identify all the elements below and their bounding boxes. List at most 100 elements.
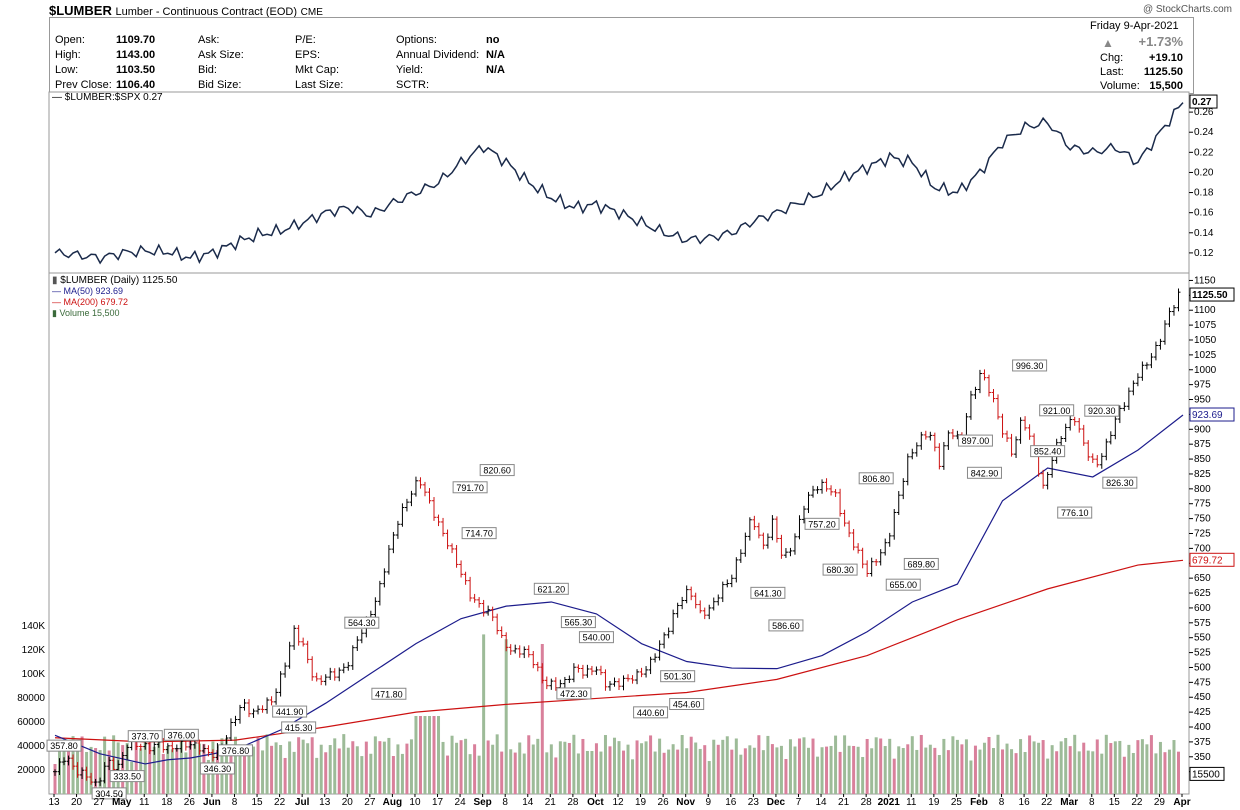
x-tick-label: 21 — [838, 797, 850, 808]
instrument-name: Lumber - Continuous Contract (EOD) — [115, 6, 298, 18]
volume-bar — [937, 755, 941, 794]
volume-bar — [1073, 734, 1077, 794]
volume-bar — [346, 747, 350, 794]
volume-bar — [1059, 741, 1063, 794]
ma50-legend: — MA(50) 923.69 — [52, 286, 124, 296]
up-arrow-icon: ▲ — [1102, 36, 1114, 50]
volume-bar — [513, 752, 517, 794]
volume-bar — [536, 738, 540, 794]
volume-bar — [797, 738, 801, 794]
x-tick-label: 22 — [1041, 797, 1053, 808]
volume-bar — [274, 742, 278, 794]
annotation-label: 996.30 — [1016, 361, 1044, 371]
volume-bar — [933, 747, 937, 794]
annotation-box — [109, 770, 145, 783]
volume-bar — [188, 734, 192, 794]
volume-bar — [1046, 758, 1050, 794]
volume-bar — [437, 716, 441, 794]
volume-bar — [888, 738, 892, 794]
volume-bar — [432, 716, 436, 794]
ma200-legend-text: MA(200) 679.72 — [63, 297, 129, 307]
volume-bar — [306, 743, 310, 794]
annotation-label: 471.80 — [375, 689, 403, 699]
annotation-label: 680.30 — [826, 565, 854, 575]
ma200-last-label: 679.72 — [1192, 555, 1223, 566]
price-tick-label: 425 — [1194, 707, 1211, 718]
quote-label: SCTR: — [396, 79, 429, 91]
annotation-box — [750, 586, 786, 599]
volume-value: 15,500 — [1149, 80, 1183, 92]
x-tick-label: Jun — [203, 797, 221, 808]
ratio-tick-label: 0.24 — [1194, 127, 1214, 138]
volume-bar — [757, 735, 761, 794]
volume-bar — [739, 754, 743, 794]
price-annotation: 346.30 — [199, 762, 235, 775]
volume-bar — [53, 764, 57, 794]
price-annotation: 501.30 — [660, 670, 696, 683]
volume-bar — [441, 741, 445, 794]
volume-bar — [712, 739, 716, 794]
volume-label: Volume: — [1100, 80, 1140, 92]
volume-bar — [576, 753, 580, 794]
x-tick-label: 27 — [364, 797, 376, 808]
x-tick-label: Dec — [767, 797, 786, 808]
volume-bar — [649, 735, 653, 794]
price-tick-label: 700 — [1194, 543, 1211, 554]
x-tick-label: 7 — [796, 797, 802, 808]
volume-tick-label: 40000 — [17, 741, 45, 752]
volume-bar — [924, 747, 928, 794]
volume-bar — [838, 751, 842, 794]
volume-bar — [567, 742, 571, 794]
volume-bar — [270, 745, 274, 794]
quote-label: Last Size: — [295, 79, 344, 91]
price-tick-label: 900 — [1194, 424, 1211, 435]
volume-bar — [1055, 751, 1059, 794]
exchange: CME — [300, 7, 323, 18]
symbol-title: $LUMBER Lumber - Continuous Contract (EO… — [49, 3, 323, 18]
ratio-legend: — $LUMBER:$SPX 0.27 — [52, 92, 163, 103]
volume-bar — [143, 739, 147, 794]
annotation-label: 655.00 — [889, 580, 917, 590]
quote-label: Prev Close: — [55, 79, 112, 91]
volume-bar — [247, 750, 251, 794]
volume-bar — [107, 750, 111, 794]
volume-bar — [121, 745, 125, 794]
price-tick-label: 400 — [1194, 722, 1211, 733]
x-tick-label: Aug — [383, 797, 402, 808]
ratio-tick-label: 0.14 — [1194, 228, 1214, 239]
volume-bar — [1163, 752, 1167, 794]
volume-bar — [843, 735, 847, 794]
volume-bar — [464, 738, 468, 794]
annotation-box — [560, 616, 596, 629]
volume-bar — [779, 745, 783, 794]
volume-bar — [1010, 749, 1014, 794]
volume-bar — [662, 752, 666, 794]
volume-bar — [946, 750, 950, 794]
x-tick-label: 22 — [1131, 797, 1143, 808]
quote-label: Ask Size: — [198, 49, 244, 61]
volume-bar — [396, 744, 400, 794]
volume-bar — [495, 734, 499, 794]
annotation-box — [1039, 404, 1075, 417]
price-annotation: 304.50 — [91, 787, 127, 800]
volume-bar — [1091, 751, 1095, 794]
annotation-box — [217, 744, 253, 757]
volume-bar — [658, 738, 662, 794]
x-tick-label: Mar — [1060, 797, 1078, 808]
volume-bar — [1023, 752, 1027, 794]
volume-bar — [283, 757, 287, 794]
annotation-label: 806.80 — [862, 474, 890, 484]
annotation-box — [957, 434, 993, 447]
annotation-box — [660, 670, 696, 683]
volume-bar — [423, 716, 427, 794]
volume-bar — [468, 754, 472, 794]
volume-bar — [1100, 753, 1104, 794]
volume-bar — [942, 738, 946, 794]
price-tick-label: 475 — [1194, 677, 1211, 688]
volume-bar — [179, 737, 183, 794]
volume-bar — [1127, 744, 1131, 794]
volume-bar — [820, 747, 824, 794]
volume-bar — [752, 747, 756, 794]
ma200-line — [54, 559, 1184, 743]
volume-bar — [964, 739, 968, 794]
